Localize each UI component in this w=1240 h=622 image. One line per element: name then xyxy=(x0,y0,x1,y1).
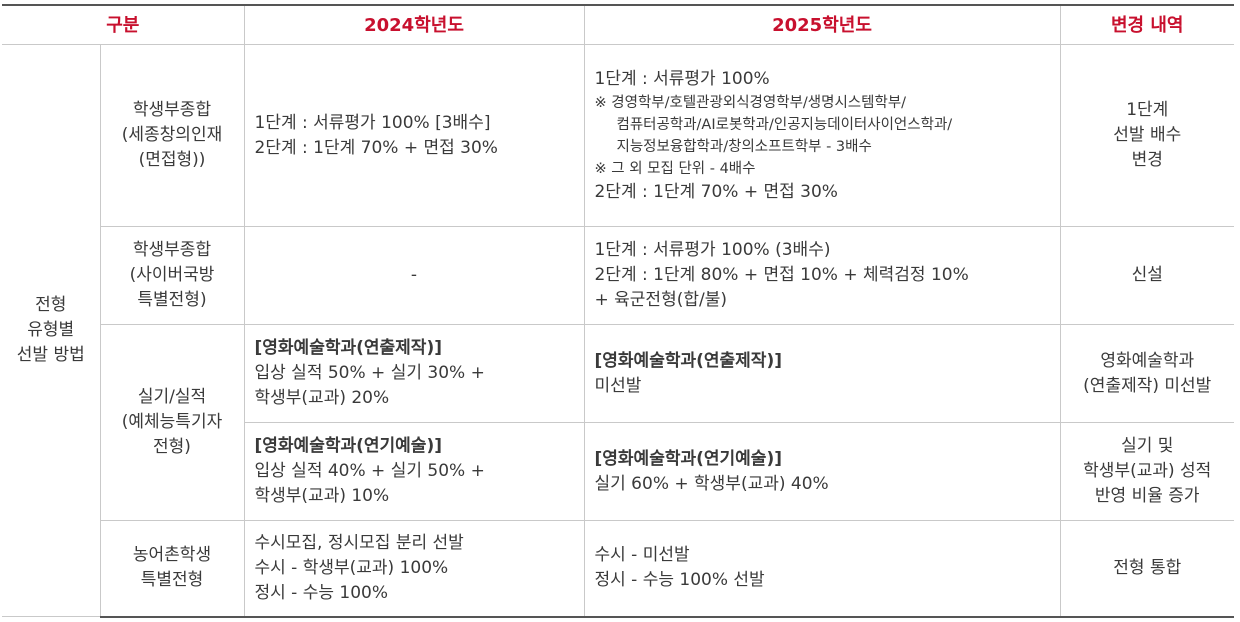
criteria-line: 학생부(교과) 10% xyxy=(254,486,390,506)
table-row: 전형 유형별 선발 방법 학생부종합 (세종창의인재 (면접형)) 1단계 : … xyxy=(2,44,1234,617)
table-row: 학생부종합 (사이버국방 특별전형) - 1단계 : 서류평가 100% (3배… xyxy=(2,226,1234,325)
y2024-cell: - xyxy=(243,226,585,325)
note-line: ※ 그 외 모집 단위 - 4배수 xyxy=(594,160,756,177)
y2025-cell: [영화예술학과(연출제작)] 미선발 xyxy=(583,324,1061,423)
criteria-line: 실기 60% + 학생부(교과) 40% xyxy=(594,473,829,494)
change-line: 선발 배수 xyxy=(1113,125,1182,145)
dept-title: [영화예술학과(연출제작)] xyxy=(594,350,782,371)
type-name-cell: 실기/실적 (예체능특기자 전형) xyxy=(100,324,245,521)
criteria-line: 2단계 : 1단계 80% + 면접 10% + 체력검정 10% xyxy=(594,265,969,285)
change-line: 반영 비율 증가 xyxy=(1094,486,1200,506)
note-line: 컴퓨터공학과/AI로봇학과/인공지능데이터사이언스학과/ xyxy=(616,116,953,133)
change-cell: 영화예술학과 (연출제작) 미선발 xyxy=(1059,324,1234,423)
type-name-line: (면접형)) xyxy=(138,150,206,170)
criteria-line: 입상 실적 50% + 실기 30% + xyxy=(254,363,485,383)
header-2025: 2025학년도 xyxy=(583,4,1061,45)
table-row: [영화예술학과(연기예술)] 입상 실적 40% + 실기 50% + 학생부(… xyxy=(2,422,1234,521)
type-name-cell: 학생부종합 (세종창의인재 (면접형)) xyxy=(99,44,245,227)
type-name-line: 학생부종합 xyxy=(132,240,212,260)
type-name-line: 특별전형) xyxy=(137,290,207,310)
type-name-line: 전형) xyxy=(153,437,191,457)
criteria-line: 1단계 : 서류평가 100% xyxy=(594,68,770,89)
criteria-line: 1단계 : 서류평가 100% (3배수) xyxy=(594,240,831,260)
criteria-line: 학생부(교과) 20% xyxy=(254,388,390,408)
group-label-line: 선발 방법 xyxy=(16,345,85,365)
type-name-line: 농어촌학생 xyxy=(132,545,212,566)
criteria-line: 정시 - 수능 100% xyxy=(254,582,389,603)
y2024-cell: 1단계 : 서류평가 100% [3배수] 2단계 : 1단계 70% + 면접… xyxy=(243,44,585,227)
y2025-cell: 1단계 : 서류평가 100% ※ 경영학부/호텔관광외식경영학부/생명시스템학… xyxy=(583,44,1061,227)
y2025-cell: [영화예술학과(연기예술)] 실기 60% + 학생부(교과) 40% xyxy=(583,422,1061,521)
admission-change-table: 구분 2024학년도 2025학년도 변경 내역 전형 유형별 선발 방법 학생… xyxy=(2,4,1234,618)
criteria-line: 미선발 xyxy=(594,375,642,396)
group-label-line: 유형별 xyxy=(27,320,75,340)
type-name-line: 학생부종합 xyxy=(132,100,212,120)
criteria-line: 2단계 : 1단계 70% + 면접 30% xyxy=(254,137,498,158)
change-line: 변경 xyxy=(1131,150,1163,170)
change-cell: 신설 xyxy=(1059,226,1234,325)
dept-title: [영화예술학과(연기예술)] xyxy=(254,436,442,456)
type-name-line: 실기/실적 xyxy=(137,387,207,407)
change-cell: 1단계 선발 배수 변경 xyxy=(1059,44,1234,227)
type-name-cell: 농어촌학생 특별전형 xyxy=(100,520,245,618)
type-name-line: (예체능특기자 xyxy=(121,412,223,432)
type-name-line: (세종창의인재 xyxy=(121,125,223,145)
criteria-line: 수시 - 미선발 xyxy=(594,545,690,566)
criteria-line: 입상 실적 40% + 실기 50% + xyxy=(254,461,485,481)
criteria-line: 수시 - 학생부(교과) 100% xyxy=(254,557,449,578)
header-row: 구분 2024학년도 2025학년도 변경 내역 xyxy=(2,4,1234,45)
criteria-line: + 육군전형(합/불) xyxy=(594,290,727,310)
y2024-cell: [영화예술학과(연기예술)] 입상 실적 40% + 실기 50% + 학생부(… xyxy=(244,422,585,521)
type-name-cell: 학생부종합 (사이버국방 특별전형) xyxy=(100,226,245,325)
group-label-line: 전형 xyxy=(35,295,67,315)
change-line: 실기 및 xyxy=(1121,436,1174,456)
type-name-line: (사이버국방 xyxy=(129,265,215,285)
change-cell: 전형 통합 xyxy=(1059,520,1234,618)
dept-title: [영화예술학과(연기예술)] xyxy=(594,448,782,469)
table-row: 실기/실적 (예체능특기자 전형) [영화예술학과(연출제작)] 입상 실적 5… xyxy=(2,324,1234,521)
change-line: 학생부(교과) 성적 xyxy=(1083,461,1212,481)
header-category: 구분 xyxy=(2,4,245,45)
header-2024: 2024학년도 xyxy=(243,4,585,45)
note-line: 지능정보융합학과/창의소프트학부 - 3배수 xyxy=(616,138,872,155)
y2025-cell: 수시 - 미선발 정시 - 수능 100% 선발 xyxy=(583,520,1061,618)
criteria-line: 정시 - 수능 100% 선발 xyxy=(594,570,765,591)
group-label-cell: 전형 유형별 선발 방법 xyxy=(2,44,101,617)
y2024-cell: 수시모집, 정시모집 분리 선발 수시 - 학생부(교과) 100% 정시 - … xyxy=(243,520,585,618)
table-row: 농어촌학생 특별전형 수시모집, 정시모집 분리 선발 수시 - 학생부(교과)… xyxy=(2,520,1234,618)
y2025-cell: 1단계 : 서류평가 100% (3배수) 2단계 : 1단계 80% + 면접… xyxy=(583,226,1061,325)
change-cell: 실기 및 학생부(교과) 성적 반영 비율 증가 xyxy=(1059,422,1234,521)
note-line: ※ 경영학부/호텔관광외식경영학부/생명시스템학부/ xyxy=(594,94,907,111)
change-line: 영화예술학과 xyxy=(1100,350,1195,371)
y2024-cell: [영화예술학과(연출제작)] 입상 실적 50% + 실기 30% + 학생부(… xyxy=(243,324,585,423)
change-line: 1단계 xyxy=(1126,100,1169,120)
criteria-line: 1단계 : 서류평가 100% [3배수] xyxy=(254,112,491,133)
dept-title: [영화예술학과(연출제작)] xyxy=(254,338,442,358)
header-change: 변경 내역 xyxy=(1059,4,1234,45)
type-name-line: 특별전형 xyxy=(140,570,204,591)
change-line: (연출제작) 미선발 xyxy=(1083,375,1212,396)
criteria-line: 2단계 : 1단계 70% + 면접 30% xyxy=(594,181,838,202)
criteria-line: 수시모집, 정시모집 분리 선발 xyxy=(254,532,464,553)
